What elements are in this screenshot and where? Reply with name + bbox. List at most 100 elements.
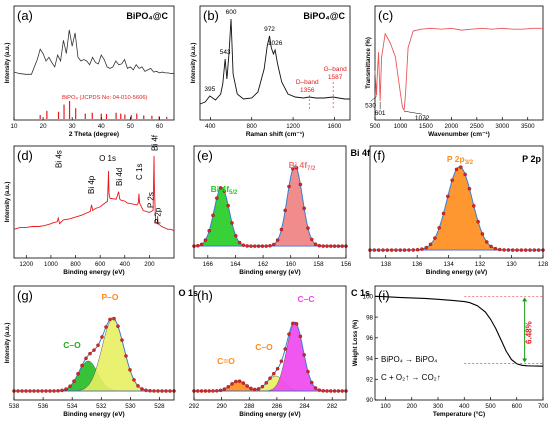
band-label: G–band — [324, 66, 348, 73]
x-tick-label: 2500 — [470, 123, 484, 130]
y-tick-label: 90 — [366, 397, 373, 404]
x-tick-label: 800 — [70, 261, 81, 268]
data-point — [313, 242, 318, 246]
data-point — [329, 244, 333, 248]
data-point — [253, 244, 257, 248]
data-point — [268, 376, 272, 380]
plot-frame — [199, 5, 351, 121]
data-point — [441, 211, 446, 216]
data-point — [467, 186, 472, 191]
x-tick-label: 156 — [341, 261, 352, 268]
data-point — [196, 243, 200, 248]
component-label: C–O — [63, 340, 81, 350]
panel-d: Bi 4s Bi 4p O 1s Bi 4d C 1s P 2s Bi 4f P 2p (d) 1… — [5, 134, 175, 276]
data-point — [283, 347, 287, 351]
component-label: P 2p3/2 — [447, 154, 474, 166]
data-point — [528, 248, 532, 252]
data-point — [156, 389, 160, 393]
component-label: C–C — [297, 294, 314, 304]
peak-label: 972 — [264, 26, 275, 33]
reaction-annotation: BiPO₄ → BiPO₄ — [381, 355, 437, 364]
panel-header: BiPO₄@C — [303, 11, 345, 21]
x-tick-label: 200 — [144, 261, 155, 268]
data-point — [506, 248, 511, 252]
data-point — [124, 354, 128, 358]
data-point — [207, 389, 211, 393]
band-value: 1356 — [300, 87, 315, 94]
data-point — [372, 248, 377, 252]
data-point — [472, 204, 476, 208]
data-point — [104, 325, 108, 329]
x-tick-label: 284 — [299, 403, 310, 410]
component-label-subscript: 5/2 — [229, 190, 238, 196]
x-tick-label: 158 — [313, 261, 324, 268]
peak-label: 543 — [220, 49, 231, 56]
x-tick-label: 132 — [475, 261, 486, 268]
peak-label: 600 — [226, 9, 237, 16]
x-tick-label: 600 — [512, 403, 523, 410]
x-tick-label: 200 — [407, 403, 418, 410]
y-axis-label: Transmittance (%) — [366, 37, 372, 89]
data-point — [493, 246, 498, 251]
data-point — [275, 366, 280, 371]
data-point — [515, 248, 519, 252]
x-tick-label: 50 — [127, 123, 134, 130]
loss-arrow-head — [522, 358, 528, 363]
data-point — [222, 189, 227, 193]
data-point — [245, 384, 249, 388]
component-label: P–O — [101, 292, 118, 302]
data-point — [237, 240, 242, 245]
x-tick-label: 600 — [95, 261, 106, 268]
x-tick-label: 400 — [120, 261, 131, 268]
data-point — [226, 385, 230, 389]
data-point — [291, 321, 295, 326]
data-point — [428, 242, 433, 247]
data-point — [88, 351, 92, 356]
data-point — [211, 213, 215, 218]
x-tick-label: 290 — [216, 403, 227, 410]
x-tick-label: 300 — [433, 403, 444, 410]
data-point — [234, 234, 238, 238]
data-point — [294, 322, 299, 326]
data-point — [218, 388, 223, 393]
data-point — [68, 384, 72, 388]
data-point — [298, 334, 303, 339]
x-axis-label: Binding energy (eV) — [426, 269, 487, 276]
data-point — [152, 389, 156, 393]
series-line — [199, 18, 350, 105]
data-point — [420, 247, 424, 251]
plot-frame — [13, 145, 175, 259]
x-tick-label: 20 — [40, 123, 47, 130]
data-point — [519, 248, 524, 252]
peak-pointer — [370, 96, 377, 102]
panel-header: O 1s — [178, 288, 198, 298]
data-point — [218, 186, 223, 190]
series-line — [374, 27, 543, 112]
data-point — [222, 387, 227, 391]
peak-label: 601 — [375, 110, 386, 117]
data-point — [64, 387, 68, 391]
reference-label: BiPO₄ (JCPDS No: 04-010-5606) — [62, 95, 148, 101]
data-point — [325, 244, 329, 248]
panel-header: BiPO₄@C — [126, 11, 168, 21]
data-point — [502, 248, 506, 252]
x-axis-label: Binding energy (eV) — [239, 411, 300, 418]
data-point — [24, 389, 28, 393]
data-point — [241, 381, 246, 385]
x-tick-label: 534 — [67, 403, 78, 410]
x-tick-label: 138 — [381, 261, 392, 268]
x-tick-label: 134 — [443, 261, 454, 268]
data-point — [112, 316, 116, 321]
data-point — [291, 166, 295, 171]
peak-label: P 2p — [154, 207, 163, 224]
data-point — [394, 248, 398, 252]
data-point — [385, 248, 390, 252]
data-point — [497, 247, 502, 252]
series-line — [374, 295, 544, 367]
x-tick-label: 292 — [189, 403, 200, 410]
component-label-subscript: 7/2 — [307, 166, 316, 172]
data-point — [84, 356, 88, 361]
data-point — [463, 172, 467, 177]
plot-frame — [13, 285, 175, 401]
data-point — [144, 388, 148, 393]
